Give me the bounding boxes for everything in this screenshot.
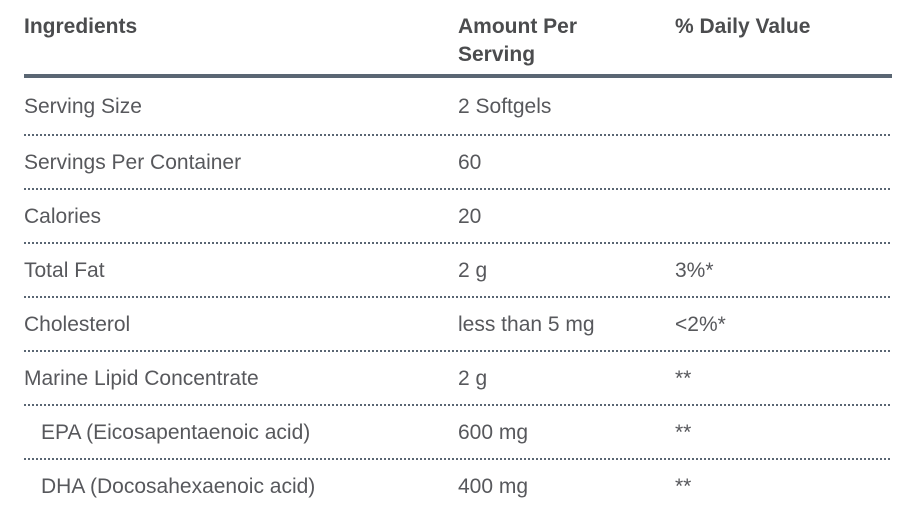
table-row: Serving Size 2 Softgels <box>24 78 892 136</box>
daily-value-cell: 3%* <box>675 259 714 282</box>
daily-value-cell: <2%* <box>675 313 726 336</box>
ingredient-cell: Cholesterol <box>24 313 131 336</box>
amount-cell: 2 g <box>458 259 488 282</box>
amount-cell: 20 <box>458 205 482 228</box>
table-row: Marine Lipid Concentrate 2 g ** <box>24 352 892 406</box>
daily-value-cell: ** <box>675 421 692 444</box>
ingredient-cell: EPA (Eicosapentaenoic acid) <box>41 421 311 444</box>
amount-cell: 60 <box>458 151 482 174</box>
table-row: Calories 20 <box>24 190 892 244</box>
daily-value-cell: ** <box>675 367 692 390</box>
table-row: DHA (Docosahexaenoic acid) 400 mg ** <box>24 460 892 514</box>
ingredient-cell: Serving Size <box>24 95 142 118</box>
ingredient-cell: DHA (Docosahexaenoic acid) <box>41 475 316 498</box>
ingredient-cell: Servings Per Container <box>24 151 242 174</box>
amount-cell: 2 g <box>458 367 488 390</box>
table-row: EPA (Eicosapentaenoic acid) 600 mg ** <box>24 406 892 460</box>
table-row: Total Fat 2 g 3%* <box>24 244 892 298</box>
ingredient-cell: Marine Lipid Concentrate <box>24 367 259 390</box>
column-header-daily-value: % Daily Value <box>675 15 811 38</box>
amount-cell: 400 mg <box>458 475 529 498</box>
table-header-row: Ingredients Amount Per Serving % Daily V… <box>24 0 892 78</box>
daily-value-cell: ** <box>675 475 692 498</box>
ingredient-cell: Total Fat <box>24 259 105 282</box>
table-row: Servings Per Container 60 <box>24 136 892 190</box>
amount-cell: less than 5 mg <box>458 313 595 336</box>
column-header-ingredients: Ingredients <box>24 15 138 38</box>
ingredient-cell: Calories <box>24 205 102 228</box>
table-body: Serving Size 2 Softgels Servings Per Con… <box>24 78 892 514</box>
amount-cell: 2 Softgels <box>458 95 552 118</box>
amount-cell: 600 mg <box>458 421 529 444</box>
table-row: Cholesterol less than 5 mg <2%* <box>24 298 892 352</box>
column-header-amount-per-serving: Amount Per Serving <box>458 15 578 66</box>
